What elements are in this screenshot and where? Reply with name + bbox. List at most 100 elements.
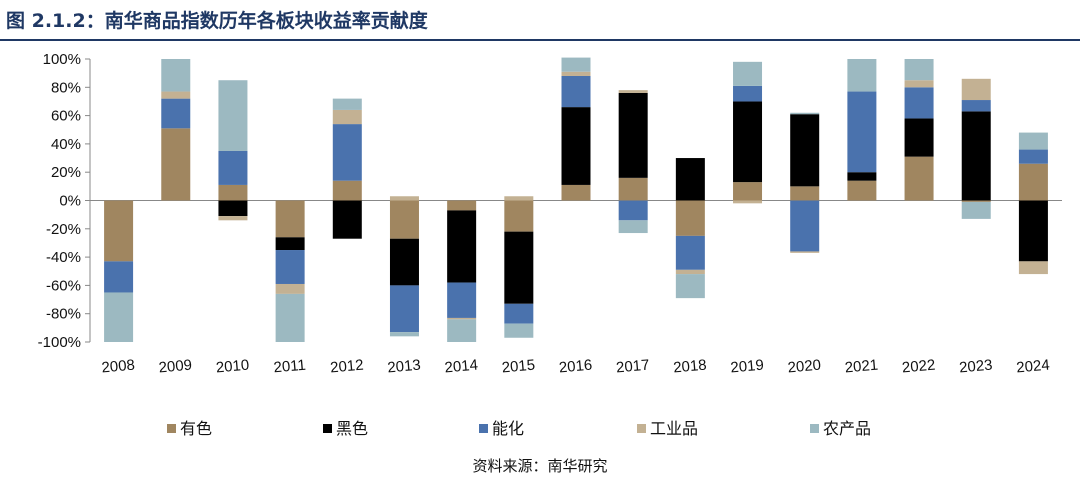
bar-segment xyxy=(1018,261,1048,275)
bar-segment xyxy=(275,250,305,284)
x-tick-label: 2020 xyxy=(787,357,822,377)
bar-segment xyxy=(733,85,763,102)
bar-segment xyxy=(218,184,248,201)
y-tick-label: 0% xyxy=(59,193,81,210)
bar-segment xyxy=(104,261,134,293)
bar-segment xyxy=(618,92,648,178)
bar-segment xyxy=(504,303,534,324)
bar-segment xyxy=(161,98,191,129)
y-tick-label: 80% xyxy=(51,79,81,96)
bar-segment xyxy=(389,200,419,239)
bar-segment xyxy=(1018,200,1048,262)
bar-segment xyxy=(847,180,877,201)
legend-swatch xyxy=(323,424,332,433)
legend-label: 能化 xyxy=(492,420,524,438)
bar-segment xyxy=(332,180,362,201)
y-tick-label: 100% xyxy=(43,51,81,68)
bar-segment xyxy=(447,210,477,283)
y-tick-label: 60% xyxy=(51,108,81,125)
y-tick-label: 40% xyxy=(51,136,81,153)
bar-segment xyxy=(1018,163,1048,201)
y-tick-label: -100% xyxy=(38,334,81,351)
y-tick-label: 20% xyxy=(51,164,81,181)
bar-segment xyxy=(332,124,362,181)
bar-segment xyxy=(447,317,477,320)
legend-label: 农产品 xyxy=(823,420,871,438)
bar-segment xyxy=(447,319,477,342)
bar-segment xyxy=(561,184,591,201)
bar-segment xyxy=(675,235,705,270)
legend-swatch xyxy=(810,424,819,433)
bar-segment xyxy=(504,323,534,338)
bar-segment xyxy=(790,114,820,187)
bar-segment xyxy=(389,332,419,337)
bar-segment xyxy=(447,282,477,318)
bar-segment xyxy=(733,200,763,204)
x-tick-label: 2018 xyxy=(673,357,708,377)
bar-segment xyxy=(904,118,934,157)
title-underline xyxy=(0,39,1080,41)
bar-segment xyxy=(218,80,248,151)
legend-label: 工业品 xyxy=(650,420,698,438)
bar-segment xyxy=(904,87,934,119)
bar-segment xyxy=(389,238,419,286)
bar-segment xyxy=(561,57,591,72)
bar-segment xyxy=(847,59,877,92)
x-tick-label: 2024 xyxy=(1016,357,1051,377)
bar-segment xyxy=(847,172,877,181)
bar-segment xyxy=(790,200,820,252)
x-tick-label: 2021 xyxy=(844,357,879,377)
y-tick-label: -20% xyxy=(46,221,81,238)
bar-segment xyxy=(847,91,877,173)
bar-segment xyxy=(790,251,820,253)
bar-segment xyxy=(961,200,991,202)
x-tick-label: 2015 xyxy=(501,357,536,377)
x-tick-label: 2010 xyxy=(215,357,250,377)
x-tick-label: 2008 xyxy=(101,357,136,377)
bar-segment xyxy=(275,237,305,251)
bar-segment xyxy=(1018,132,1048,150)
bar-segment xyxy=(504,231,534,304)
bar-segment xyxy=(161,59,191,92)
legend-label: 有色 xyxy=(180,420,212,438)
x-tick-label: 2012 xyxy=(330,357,365,377)
bar-segment xyxy=(504,200,534,232)
bar-segment xyxy=(332,109,362,125)
bar-segment xyxy=(904,156,934,201)
bar-segment xyxy=(561,107,591,185)
bar-segment xyxy=(675,274,705,299)
x-tick-label: 2023 xyxy=(958,357,993,377)
bar-segment xyxy=(961,201,991,219)
legend-swatch xyxy=(479,424,488,433)
legend-swatch xyxy=(167,424,176,433)
bar-segment xyxy=(275,293,305,342)
bar-segment xyxy=(618,177,648,201)
bar-segment xyxy=(733,101,763,183)
bar-segment xyxy=(275,283,305,294)
bar-segment xyxy=(675,200,705,236)
bar-segment xyxy=(790,186,820,201)
bar-segment xyxy=(675,269,705,275)
bar-segment xyxy=(961,111,991,201)
bar-segment xyxy=(275,200,305,238)
bar-segment xyxy=(504,196,534,201)
legend-label: 黑色 xyxy=(336,420,368,438)
bar-segment xyxy=(733,182,763,201)
bar-segment xyxy=(332,200,362,239)
bar-segment xyxy=(618,90,648,93)
bar-segment xyxy=(104,292,134,342)
x-tick-label: 2019 xyxy=(730,357,765,377)
bar-segment xyxy=(904,80,934,88)
bar-segment xyxy=(1018,149,1048,164)
bar-segment xyxy=(561,75,591,108)
x-tick-label: 2009 xyxy=(158,357,193,377)
x-tick-label: 2017 xyxy=(615,357,650,377)
bar-segment xyxy=(104,200,134,262)
y-tick-label: -40% xyxy=(46,249,81,266)
x-tick-label: 2013 xyxy=(387,357,422,377)
source-note: 资料来源：南华研究 xyxy=(472,457,608,475)
figure-title: 图 2.1.2：南华商品指数历年各板块收益率贡献度 xyxy=(6,10,428,32)
bar-segment xyxy=(675,158,705,201)
bar-segment xyxy=(218,150,248,185)
